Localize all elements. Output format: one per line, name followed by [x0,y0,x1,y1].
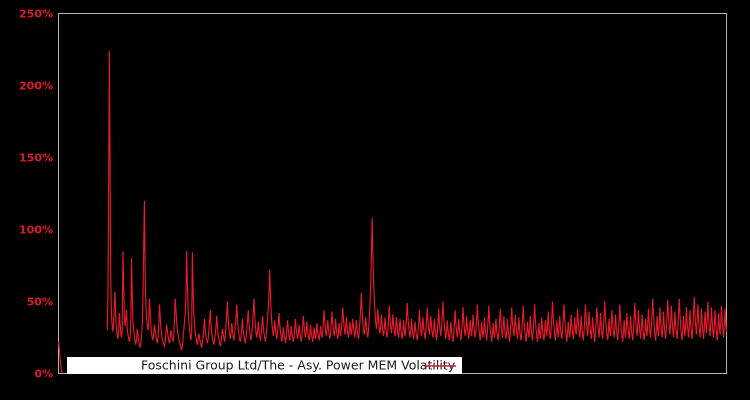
y-tick-label: 150% [19,152,53,165]
legend-label: Foschini Group Ltd/The - Asy. Power MEM … [141,358,456,373]
volatility-series-line [58,50,727,374]
y-axis-tick-labels: 0% 50% 100% 150% 200% 250% [19,8,53,381]
y-tick-label: 250% [19,8,53,21]
legend[interactable]: Foschini Group Ltd/The - Asy. Power MEM … [67,357,462,374]
y-tick-label: 0% [34,368,53,381]
legend-box [67,357,462,374]
y-tick-label: 100% [19,224,53,237]
y-tick-label: 200% [19,80,53,93]
y-tick-label: 50% [27,296,53,309]
plot-area [58,50,727,374]
